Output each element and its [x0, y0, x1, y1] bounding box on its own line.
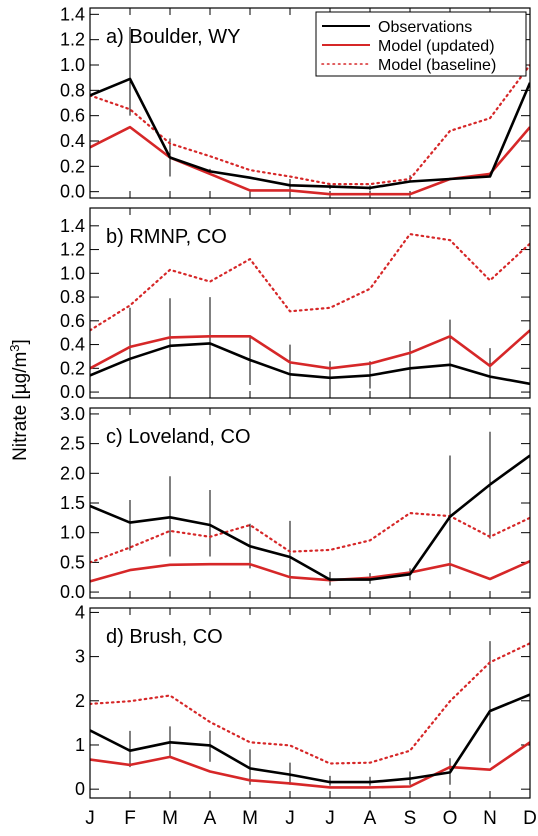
- series-model-baseline: [90, 642, 530, 765]
- x-tick-label: F: [124, 808, 136, 829]
- panel-title: c) Loveland, CO: [106, 426, 251, 448]
- x-tick-label: N: [483, 808, 497, 829]
- x-tick-label: J: [285, 808, 295, 829]
- series-observations: [90, 454, 530, 581]
- x-tick-label: S: [404, 808, 417, 829]
- y-axis-label-superscript: 3: [7, 344, 22, 351]
- panel-frame: [89, 7, 531, 199]
- panel-frame: [89, 207, 531, 399]
- x-tick-label: A: [364, 808, 377, 829]
- series-observations: [90, 342, 530, 386]
- panel-title: a) Boulder, WY: [106, 26, 241, 48]
- legend: Observations Model (updated) Model (baseli…: [315, 11, 527, 77]
- y-tick-label: 2.0: [60, 463, 85, 483]
- x-tick-label: M: [162, 808, 178, 829]
- y-tick-label: 0.2: [60, 358, 85, 378]
- y-tick-label: 1.0: [60, 263, 85, 283]
- panel-title: b) RMNP, CO: [106, 226, 227, 248]
- panel-frame: [89, 607, 531, 799]
- x-tick-label: A: [204, 808, 217, 829]
- y-axis-label-close: ]: [10, 339, 31, 344]
- y-tick-label: 1.2: [60, 240, 85, 260]
- panel-title: d) Brush, CO: [106, 626, 223, 648]
- panel-1: 0.0 0.2 0.4 0.6 0.8 1.0 1.2 1.4 a) Boulder, WY Ob…: [60, 4, 531, 202]
- panel-4: 0 1 2 3 4 d) Brush, CO J F M A M J J A S O N D: [75, 602, 537, 829]
- y-tick-label: 0.0: [60, 182, 85, 202]
- y-tick-label: 1.0: [60, 523, 85, 543]
- y-axis-label-main: Nitrate [µg/m: [10, 352, 31, 461]
- y-tick-label: 0.8: [60, 80, 85, 100]
- y-tick-label: 2: [75, 691, 85, 711]
- y-tick-label: 3.0: [60, 404, 85, 424]
- series-model-baseline: [90, 63, 530, 186]
- x-tick-label: O: [443, 808, 458, 829]
- series-observations: [90, 693, 530, 784]
- y-tick-label: 1.4: [60, 216, 85, 236]
- y-tick-label: 1.4: [60, 4, 85, 24]
- x-tick-label: M: [242, 808, 258, 829]
- error-bars: [129, 641, 491, 786]
- y-tick-label: 1.2: [60, 30, 85, 50]
- series-observations: [90, 77, 530, 190]
- y-tick-label: 2.5: [60, 434, 85, 454]
- panels: 0.0 0.2 0.4 0.6 0.8 1.0 1.2 1.4 a) Boulder, WY Ob…: [60, 4, 537, 829]
- y-tick-label: 4: [75, 602, 85, 622]
- y-tick-label: 0.4: [60, 131, 85, 151]
- y-tick-label: 3: [75, 647, 85, 667]
- y-tick-label: 1.5: [60, 493, 85, 513]
- series-model-updated: [90, 741, 530, 789]
- panel-3: 0.0 0.5 1.0 1.5 2.0 2.5 3.0 c) Loveland, CO: [60, 404, 531, 602]
- series-model-updated: [90, 125, 530, 196]
- panel-frame: [89, 407, 531, 599]
- series-model-updated: [90, 329, 530, 370]
- y-tick-label: 0.6: [60, 311, 85, 331]
- legend-label: Model (baseline): [378, 57, 496, 74]
- panel-2: 0.0 0.2 0.4 0.6 0.8 1.0 1.2 1.4 b) RMNP, CO: [60, 207, 531, 402]
- y-tick-label: 0.0: [60, 382, 85, 402]
- y-tick-label: 0.6: [60, 106, 85, 126]
- y-tick-label: 0.0: [60, 582, 85, 602]
- x-tick-label: J: [85, 808, 95, 829]
- y-tick-label: 0.4: [60, 335, 85, 355]
- y-tick-label: 0.8: [60, 287, 85, 307]
- error-bars: [129, 297, 491, 393]
- series-model-updated: [90, 560, 530, 583]
- x-tick-label: J: [325, 808, 335, 829]
- series-model-baseline: [90, 511, 530, 564]
- y-axis-label: Nitrate [µg/m3]: [7, 339, 32, 461]
- series-model-baseline: [90, 233, 530, 332]
- legend-label: Model (updated): [378, 38, 495, 55]
- x-tick-label: D: [523, 808, 537, 829]
- y-tick-label: 1: [75, 735, 85, 755]
- y-tick-label: 1.0: [60, 55, 85, 75]
- y-tick-label: 0: [75, 779, 85, 799]
- legend-label: Observations: [378, 19, 472, 36]
- y-tick-label: 0.2: [60, 156, 85, 176]
- y-tick-label: 0.5: [60, 552, 85, 572]
